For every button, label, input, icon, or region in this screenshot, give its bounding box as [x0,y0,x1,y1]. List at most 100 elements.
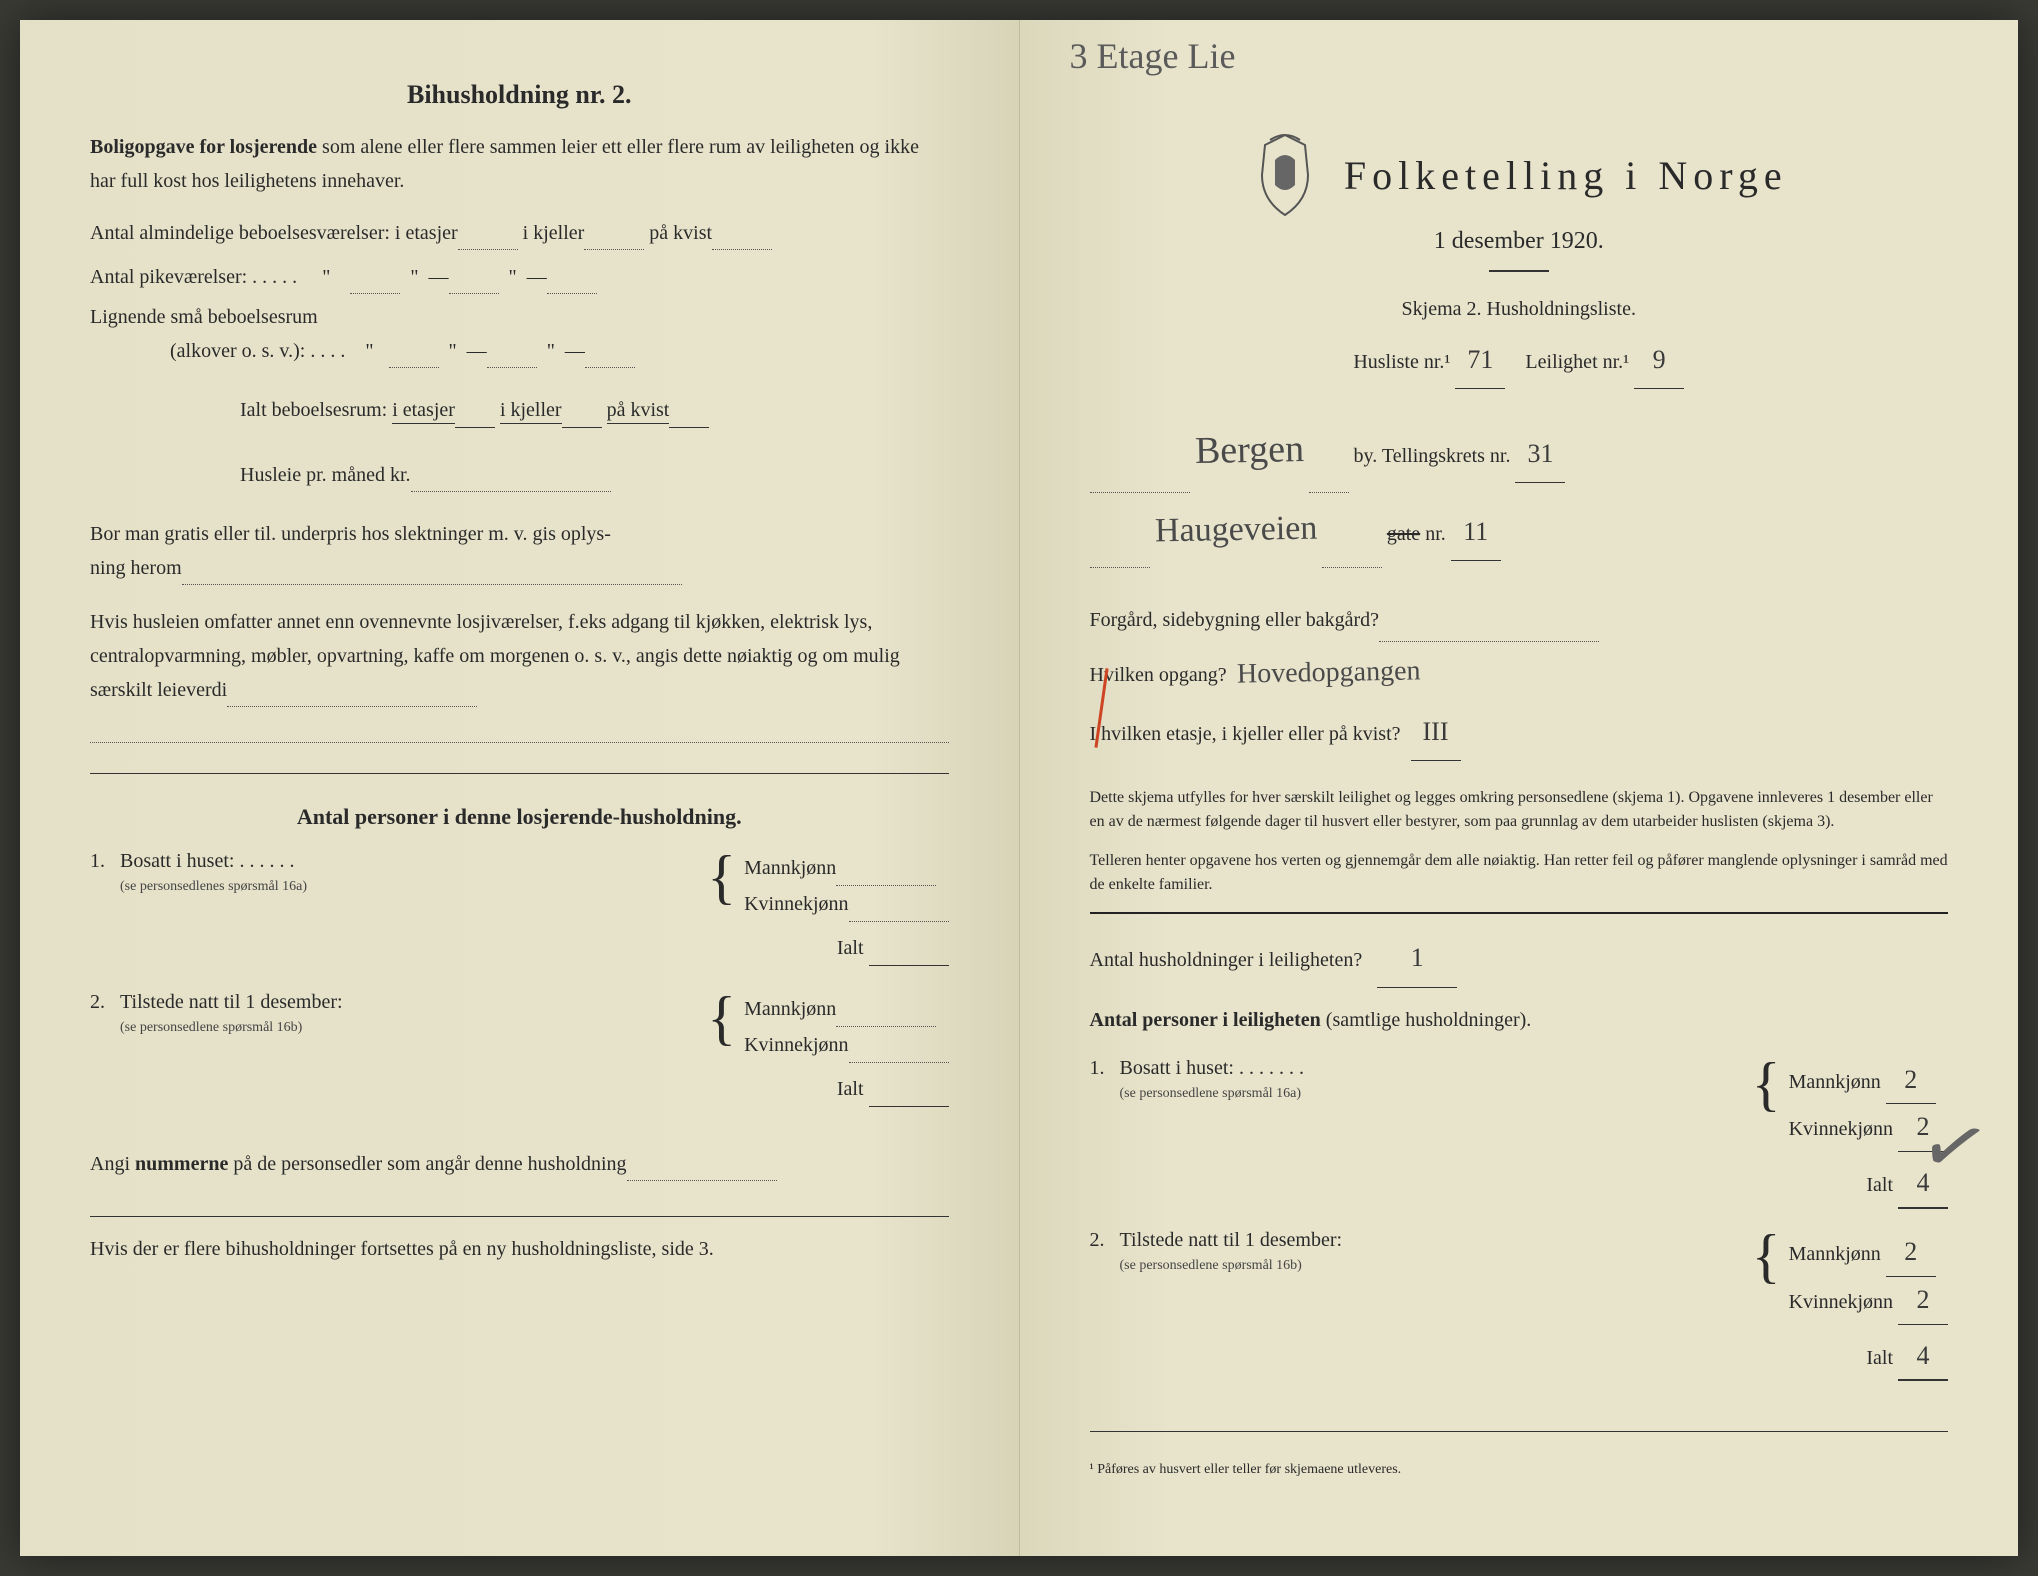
total-b: i kjeller [500,399,562,424]
households-value: 1 [1377,929,1457,987]
leilighet-label: Leilighet nr.¹ [1525,351,1629,373]
total-c: på kvist [607,399,670,424]
date-subtitle: 1 desember 1920. [1090,228,1949,255]
coat-of-arms-icon [1250,130,1320,220]
free1: Bor man gratis eller til. underpris hos … [90,523,611,545]
instructions-1: Dette skjema utfylles for hver særskilt … [1090,786,1949,834]
total-rooms-line: Ialt beboelsesrum: i etasjer i kjeller p… [90,393,949,428]
total-label: Ialt beboelsesrum: [240,399,387,421]
alcove-label: (alkover o. s. v.): . . . . [170,340,345,362]
persons-title-bold: Antal personer i leiligheten [1090,1009,1321,1031]
rq1-total-label: Ialt [1866,1174,1893,1196]
total-a: i etasjer [392,399,455,424]
left-q2-row: 2. Tilstede natt til 1 desember: (se per… [90,991,949,1107]
document-spread: Bihusholdning nr. 2. Boligopgave for los… [20,20,2018,1556]
rq2-female-value: 2 [1898,1277,1948,1325]
instr1-text: Dette skjema utfylles for hver særskilt … [1090,789,1933,830]
alcove-line: (alkover o. s. v.): . . . . " " — " — [90,334,949,368]
husliste-line: Husliste nr.¹ 71 Leilighet nr.¹ 9 [1090,331,1949,389]
street-line: Haugeveien gate nr. 11 [1090,493,1949,568]
households-line: Antal husholdninger i leiligheten? 1 [1090,929,1949,987]
etasje-label: I hvilken etasje, i kjeller eller på kvi… [1090,723,1401,745]
persons-section-title: Antal personer i leiligheten (samtlige h… [1090,998,1949,1042]
q1-sub: (se personsedlenes spørsmål 16a) [120,879,307,894]
q2-male-label: Mannkjønn [744,998,836,1020]
extra-text: Hvis husleien omfatter annet enn ovennev… [90,611,900,701]
maid-label: Antal pikeværelser: . . . . . [90,266,297,288]
similar-label: Lignende små beboelsesrum [90,306,318,328]
intro-bold: Boligopgave for losjerende [90,136,317,158]
gate-nr-label: nr. [1425,523,1446,545]
q1-num: 1. [90,850,120,873]
rq2-male-label: Mannkjønn [1789,1243,1881,1265]
rq2-male-value: 2 [1886,1229,1936,1277]
free-line: Bor man gratis eller til. underpris hos … [90,517,949,585]
rq1-label: Bosatt i huset: . . . . . . . [1120,1057,1304,1079]
rq2-label: Tilstede natt til 1 desember: [1120,1229,1343,1251]
rq1-male-value: 2 [1886,1057,1936,1105]
right-q2-row: 2. Tilstede natt til 1 desember: (se per… [1090,1229,1949,1381]
free2: ning herom [90,557,182,579]
persons-title-paren: (samtlige husholdninger). [1321,1009,1532,1031]
questions-block: Forgård, sidebygning eller bakgård? Hvil… [1090,598,1949,762]
q1-label: Bosatt i huset: . . . . . . [120,850,294,872]
etasje-value: III [1411,703,1461,761]
brace-icon: { [1752,1057,1781,1111]
brace-icon: { [1752,1229,1781,1283]
q1-female-label: Kvinnekjønn [744,893,848,915]
extra-paragraph: Hvis husleien omfatter annet enn ovennev… [90,605,949,743]
city-line: Bergen by. Tellingskrets nr. 31 [1090,409,1949,493]
rooms-end: på kvist [649,222,712,244]
left-footer: Hvis der er flere bihusholdninger fortse… [90,1232,949,1266]
street-value: Haugeveien [1154,491,1318,569]
right-q1-row: 1. Bosatt i huset: . . . . . . . (se per… [1090,1057,1949,1209]
rq2-total-label: Ialt [1866,1347,1893,1369]
rq2-sub: (se personsedlene spørsmål 16b) [1120,1258,1302,1273]
instr2-text: Telleren henter opgavene hos verten og g… [1090,852,1948,893]
rent-line: Husleie pr. måned kr. [90,458,949,492]
left-page: Bihusholdning nr. 2. Boligopgave for los… [20,20,1020,1556]
etasje-line: I hvilken etasje, i kjeller eller på kvi… [1090,703,1949,761]
opgang-value: Hovedopgangen [1236,640,1421,705]
rooms-line: Antal almindelige beboelsesværelser: i e… [90,216,949,250]
right-header: Folketelling i Norge 1 desember 1920. Sk… [1090,130,1949,389]
rq2-female-label: Kvinnekjønn [1789,1291,1893,1313]
left-title: Bihusholdning nr. 2. [90,80,949,110]
similar-line: Lignende små beboelsesrum [90,300,949,334]
city-value: Bergen [1194,408,1304,493]
q1-total-label: Ialt [837,937,864,959]
q2-label: Tilstede natt til 1 desember: [120,991,343,1013]
rq1-female-label: Kvinnekjønn [1789,1118,1893,1140]
crest-svg [1250,130,1320,220]
maid-line: Antal pikeværelser: . . . . . " " — " — [90,260,949,294]
rq1-sub: (se personsedlene spørsmål 16a) [1120,1086,1302,1101]
instructions-2: Telleren henter opgavene hos verten og g… [1090,849,1949,897]
forgard-line: Forgård, sidebygning eller bakgård? [1090,598,1949,642]
gate-strike: gate [1387,523,1420,545]
q1-male-label: Mannkjønn [744,857,836,879]
krets-value: 31 [1515,425,1565,483]
opgang-label: Hvilken opgang? [1090,664,1227,686]
rooms-label: Antal almindelige beboelsesværelser: i e… [90,222,458,244]
rooms-mid: i kjeller [523,222,585,244]
q2-total-label: Ialt [837,1078,864,1100]
handwritten-annotation: 3 Etage Lie [1070,35,1236,77]
husliste-value: 71 [1455,331,1505,389]
forgard-label: Forgård, sidebygning eller bakgård? [1090,609,1380,631]
leilighet-value: 9 [1634,331,1684,389]
right-page: 3 Etage Lie Folketelling i Norge 1 desem… [1020,20,2019,1556]
intro-paragraph: Boligopgave for losjerende som alene ell… [90,130,949,198]
city-label: by. Tellingskrets nr. [1354,445,1511,467]
schema-line: Skjema 2. Husholdningsliste. [1090,287,1949,331]
rq1-male-label: Mannkjønn [1789,1071,1881,1093]
rent-label: Husleie pr. måned kr. [240,464,411,486]
main-title: Folketelling i Norge [1344,152,1788,199]
q2-female-label: Kvinnekjønn [744,1034,848,1056]
q2-num: 2. [90,991,120,1014]
right-footnote: ¹ Påføres av husvert eller teller før sk… [1090,1462,1949,1478]
rq2-total-value: 4 [1898,1333,1948,1382]
left-section-title: Antal personer i denne losjerende-hushol… [90,804,949,830]
q2-sub: (se personsedlene spørsmål 16b) [120,1020,302,1035]
rq2-num: 2. [1090,1229,1120,1252]
brace-icon: { [707,991,736,1045]
